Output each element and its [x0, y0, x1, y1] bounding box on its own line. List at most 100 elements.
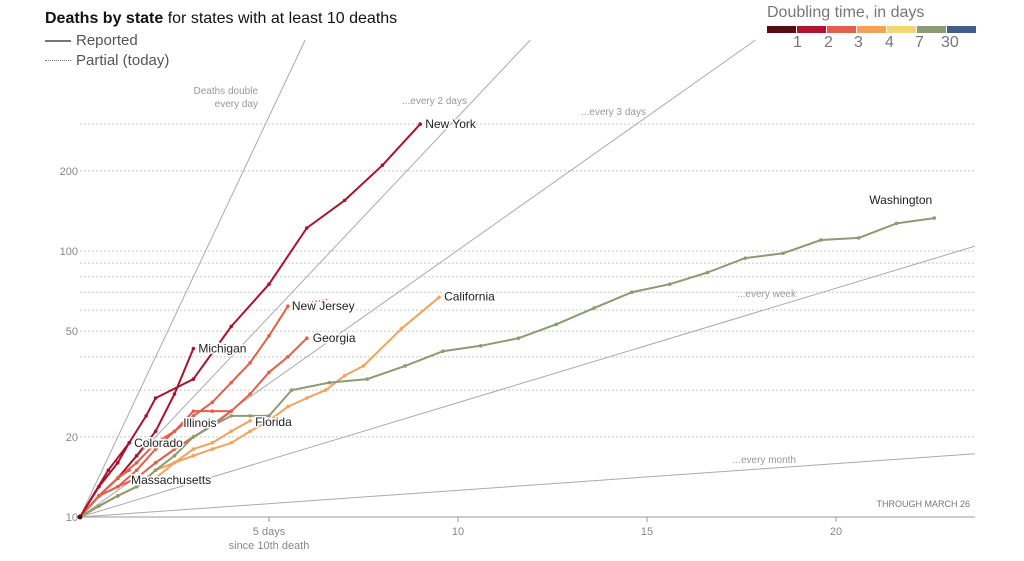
- data-point: [191, 377, 196, 381]
- data-point: [116, 460, 120, 465]
- series-label: California: [444, 289, 495, 303]
- data-point: [191, 346, 196, 351]
- legend-partial: Partial (today): [45, 52, 169, 69]
- series-line-new-york: [79, 123, 421, 518]
- data-point: [106, 468, 111, 472]
- doubling-reference-line: [79, 453, 976, 518]
- data-point: [191, 435, 196, 439]
- series-label-halo: New York: [425, 117, 477, 131]
- data-point: [592, 306, 596, 310]
- data-point: [365, 377, 370, 381]
- data-point: [403, 364, 407, 368]
- y-tick-label: 10: [66, 512, 78, 524]
- data-point: [248, 429, 252, 434]
- data-point: [116, 476, 120, 480]
- reference-line-label: ...every 2 days: [402, 96, 467, 107]
- data-point: [153, 447, 158, 451]
- data-point: [229, 441, 233, 445]
- dotted-line-swatch: [45, 60, 71, 61]
- data-point: [667, 282, 672, 287]
- data-point: [289, 388, 294, 392]
- doubling-color-swatch: [767, 26, 796, 33]
- data-point: [248, 414, 252, 418]
- data-point: [932, 216, 937, 220]
- data-point: [172, 429, 177, 434]
- doubling-tick-label: 1: [793, 34, 802, 51]
- data-point: [191, 414, 196, 418]
- data-point: [305, 336, 309, 341]
- data-point: [191, 447, 196, 451]
- y-tick-label: 200: [60, 166, 78, 178]
- data-point: [172, 392, 177, 396]
- legend-reported-label: Reported: [76, 32, 138, 49]
- data-point: [305, 226, 309, 230]
- doubling-color-scale: [767, 26, 977, 33]
- data-point: [97, 494, 101, 498]
- data-point: [153, 396, 158, 400]
- x-tick-label: 5 days: [253, 526, 286, 538]
- doubling-reference-line: [79, 39, 531, 518]
- chart-title: Deaths by state for states with at least…: [45, 10, 397, 28]
- doubling-tick-label: 30: [941, 34, 959, 51]
- y-tick-label: 100: [60, 246, 78, 258]
- data-point: [743, 256, 748, 260]
- data-point: [286, 304, 290, 309]
- data-point: [705, 270, 710, 275]
- data-point: [305, 396, 309, 400]
- data-point: [172, 447, 177, 451]
- series-label-halo: Georgia: [313, 331, 356, 345]
- series-label-halo: California: [444, 289, 495, 303]
- doubling-reference-line: [79, 245, 976, 518]
- series-line-new-jersey-partial: [287, 298, 330, 307]
- doubling-color-swatch: [887, 26, 916, 33]
- series-label-halo: Washington: [869, 193, 932, 207]
- data-point: [399, 326, 404, 331]
- data-point: [327, 380, 332, 385]
- data-point: [229, 380, 233, 385]
- data-point: [210, 424, 215, 428]
- data-point: [248, 392, 252, 396]
- series-label-halo: Michigan: [198, 341, 246, 355]
- data-point: [172, 453, 177, 458]
- series-label: Michigan: [198, 341, 246, 355]
- series-label-halo: Florida: [255, 415, 292, 429]
- doubling-color-swatch: [857, 26, 886, 33]
- data-point: [134, 468, 139, 472]
- y-tick-label: 50: [66, 326, 78, 338]
- doubling-legend-title: Doubling time, in days: [767, 4, 925, 21]
- x-tick-label: 15: [641, 526, 653, 538]
- doubling-reference-line: [79, 39, 306, 518]
- data-point: [229, 409, 233, 413]
- data-point: [516, 336, 521, 341]
- series-label: Colorado: [134, 436, 183, 450]
- data-point: [267, 282, 271, 287]
- through-date-note: THROUGH MARCH 26: [876, 499, 970, 509]
- origin-point: [77, 514, 83, 520]
- data-point: [134, 453, 139, 458]
- series-label: New York: [425, 117, 477, 131]
- reference-line-label: every day: [215, 99, 258, 110]
- data-point: [856, 236, 861, 240]
- data-point: [97, 504, 101, 508]
- doubling-color-swatch: [827, 26, 856, 33]
- reference-line-label: ...every month: [733, 455, 796, 466]
- doubling-color-swatch: [917, 26, 946, 33]
- series-label-halo: Colorado: [134, 436, 183, 450]
- data-point: [229, 414, 233, 418]
- data-point: [554, 322, 559, 327]
- data-point: [134, 460, 139, 465]
- data-point: [210, 447, 215, 451]
- data-point: [116, 494, 120, 498]
- data-point: [267, 418, 271, 423]
- series-line-michigan: [79, 348, 195, 518]
- series-label-halo: Massachusetts: [131, 473, 211, 487]
- reference-line-label: Deaths double: [194, 86, 259, 97]
- data-point: [342, 373, 347, 378]
- data-point: [267, 333, 271, 338]
- x-tick-label: 10: [452, 526, 464, 538]
- series-label: Florida: [255, 415, 292, 429]
- solid-line-swatch: [45, 39, 71, 42]
- data-point: [630, 290, 634, 295]
- data-point: [361, 364, 366, 368]
